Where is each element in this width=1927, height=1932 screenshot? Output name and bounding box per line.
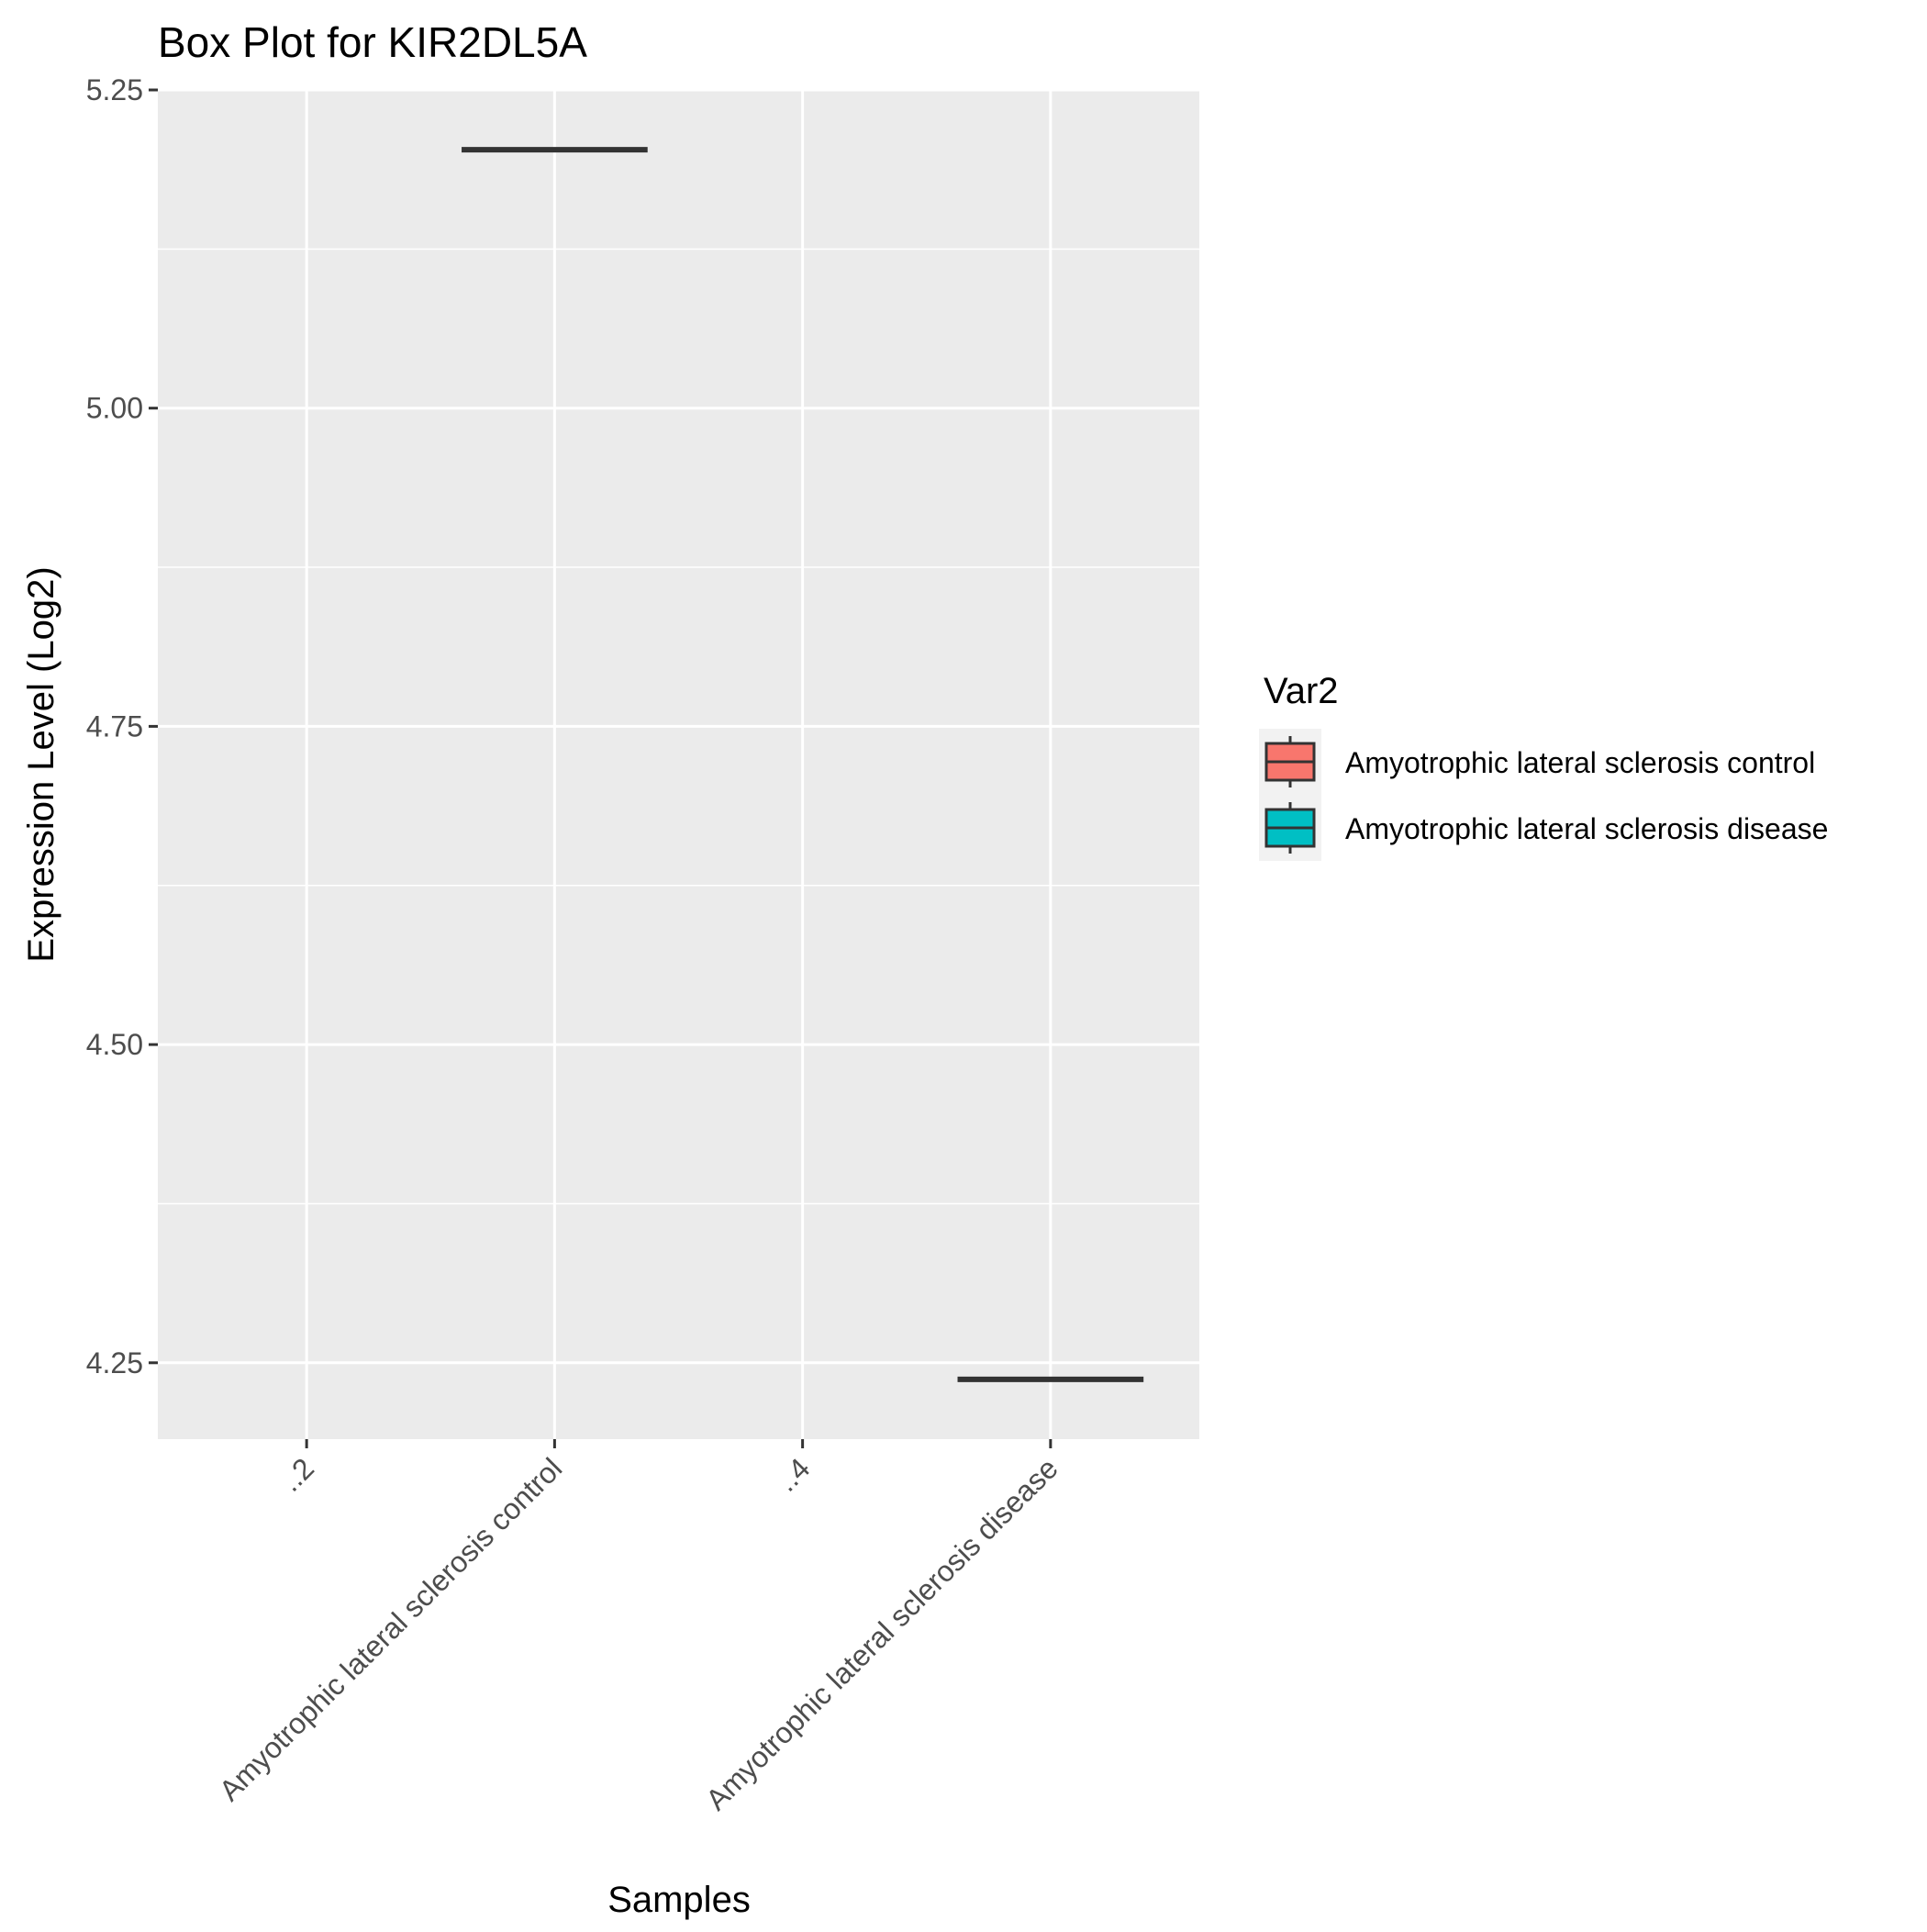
- legend: Var2 Amyotrophic lateral sclerosis contr…: [1259, 671, 1828, 861]
- x-tick-label: ..2: [273, 1451, 320, 1498]
- y-tick-label: 4.50: [86, 1028, 143, 1061]
- y-tick-label: 5.00: [86, 392, 143, 425]
- grid-major: [158, 88, 1199, 1439]
- plot-panel: [158, 90, 1199, 1439]
- y-tick-label: 5.25: [86, 73, 143, 106]
- x-axis-title: Samples: [607, 1880, 751, 1920]
- box-series: [462, 147, 1144, 1382]
- grid-minor: [158, 248, 1199, 1205]
- legend-title: Var2: [1264, 671, 1339, 711]
- y-tick-label: 4.75: [86, 709, 143, 743]
- x-tick-label: Amyotrophic lateral sclerosis disease: [699, 1451, 1064, 1816]
- y-tick-label: 4.25: [86, 1346, 143, 1379]
- legend-label: Amyotrophic lateral sclerosis disease: [1345, 812, 1828, 845]
- chart-title: Box Plot for KIR2DL5A: [158, 18, 587, 66]
- legend-label: Amyotrophic lateral sclerosis control: [1345, 746, 1815, 779]
- y-axis: 4.25 4.50 4.75 5.00 5.25: [86, 73, 158, 1379]
- x-tick-label: Amyotrophic lateral sclerosis control: [213, 1451, 569, 1807]
- x-tick-label: ..4: [770, 1451, 817, 1498]
- y-axis-title: Expression Level (Log2): [21, 566, 61, 962]
